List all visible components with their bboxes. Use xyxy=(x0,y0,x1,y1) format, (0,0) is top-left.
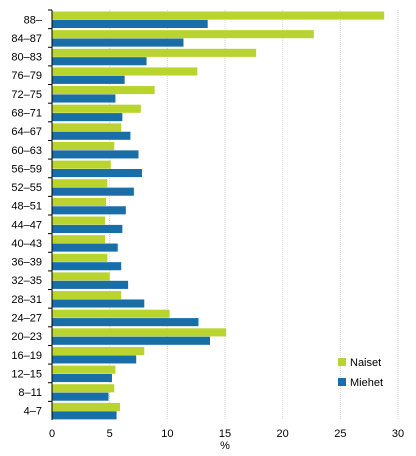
bar-miehet xyxy=(52,280,129,289)
y-tick-label: 40–43 xyxy=(11,238,42,250)
y-tick-label: 32–35 xyxy=(11,275,42,287)
bar-miehet xyxy=(52,262,122,271)
bar-miehet xyxy=(52,336,211,345)
bar-miehet xyxy=(52,392,109,401)
y-tick-label: 20–23 xyxy=(11,331,42,343)
bars xyxy=(52,11,385,420)
x-axis-label: % xyxy=(220,440,230,452)
y-tick-label: 64–67 xyxy=(11,126,42,138)
legend-label-naiset: Naiset xyxy=(350,357,381,369)
x-tick-label: 25 xyxy=(334,428,346,440)
bar-naiset xyxy=(52,291,122,300)
bar-naiset xyxy=(52,253,108,262)
bar-naiset xyxy=(52,160,111,169)
y-tick-label: 80–83 xyxy=(11,52,42,64)
bar-miehet xyxy=(52,243,118,252)
bar-naiset xyxy=(52,309,170,318)
bar-miehet xyxy=(52,187,134,196)
y-tick-label: 56–59 xyxy=(11,163,42,175)
bar-naiset xyxy=(52,216,106,225)
bar-miehet xyxy=(52,168,142,178)
y-tick-label: 24–27 xyxy=(11,313,42,325)
bar-naiset xyxy=(52,365,116,374)
y-tick-label: 72–75 xyxy=(11,89,42,101)
y-tick-label: 16–19 xyxy=(11,350,42,362)
y-tick-label: 48–51 xyxy=(11,201,42,213)
y-tick-label: 44–47 xyxy=(11,219,42,231)
bar-miehet xyxy=(52,38,184,47)
y-tick-label: 12–15 xyxy=(11,368,42,380)
bar-miehet xyxy=(52,75,125,84)
bar-miehet xyxy=(52,113,123,122)
bar-miehet xyxy=(52,131,131,140)
x-tick-label: 15 xyxy=(219,428,231,440)
bar-miehet xyxy=(52,299,145,308)
bar-miehet xyxy=(52,57,147,66)
bar-naiset xyxy=(52,86,155,95)
y-tick-label: 84–87 xyxy=(11,33,42,45)
bar-naiset xyxy=(52,11,385,20)
bar-naiset xyxy=(52,402,121,411)
x-tick-label: 0 xyxy=(49,428,55,440)
bar-naiset xyxy=(52,141,115,151)
bar-naiset xyxy=(52,30,314,39)
bar-naiset xyxy=(52,272,110,281)
bar-naiset xyxy=(52,197,107,206)
bar-naiset xyxy=(52,104,141,113)
bar-naiset xyxy=(52,235,106,244)
bar-naiset xyxy=(52,179,108,188)
x-tick-label: 30 xyxy=(392,428,404,440)
legend-swatch-miehet xyxy=(338,378,346,386)
bar-miehet xyxy=(52,206,126,215)
bar-miehet xyxy=(52,355,137,364)
x-tick-label: 20 xyxy=(277,428,289,440)
bar-miehet xyxy=(52,150,139,159)
y-tick-label: 60–63 xyxy=(11,145,42,157)
bar-naiset xyxy=(52,328,227,337)
legend-swatch-naiset xyxy=(338,358,346,366)
bar-naiset xyxy=(52,123,122,132)
bar-miehet xyxy=(52,411,117,420)
bar-miehet xyxy=(52,318,199,327)
y-tick-label: 36–39 xyxy=(11,257,42,269)
x-tick-label: 10 xyxy=(161,428,173,440)
bar-miehet xyxy=(52,94,116,103)
y-tick-label: 88– xyxy=(24,14,43,26)
x-tick-label: 5 xyxy=(107,428,113,440)
bar-miehet xyxy=(52,373,112,383)
y-tick-label: 4–7 xyxy=(24,406,42,418)
grid xyxy=(109,10,399,420)
bar-naiset xyxy=(52,48,257,57)
bar-naiset xyxy=(52,67,198,76)
bar-miehet xyxy=(52,224,123,233)
bar-naiset xyxy=(52,384,115,393)
bar-miehet xyxy=(52,19,208,28)
y-tick-label: 68–71 xyxy=(11,108,42,120)
y-tick-label: 76–79 xyxy=(11,70,42,82)
legend: Naiset Miehet xyxy=(338,357,383,389)
y-tick-label: 28–31 xyxy=(11,294,42,306)
bar-naiset xyxy=(52,346,145,356)
legend-label-miehet: Miehet xyxy=(350,377,383,389)
y-tick-label: 52–55 xyxy=(11,182,42,194)
axes: 88– 84–87 80–83 76–79 72–75 68–71 64–67 60–63 56… xyxy=(11,9,404,452)
y-tick-label: 8–11 xyxy=(18,387,42,399)
